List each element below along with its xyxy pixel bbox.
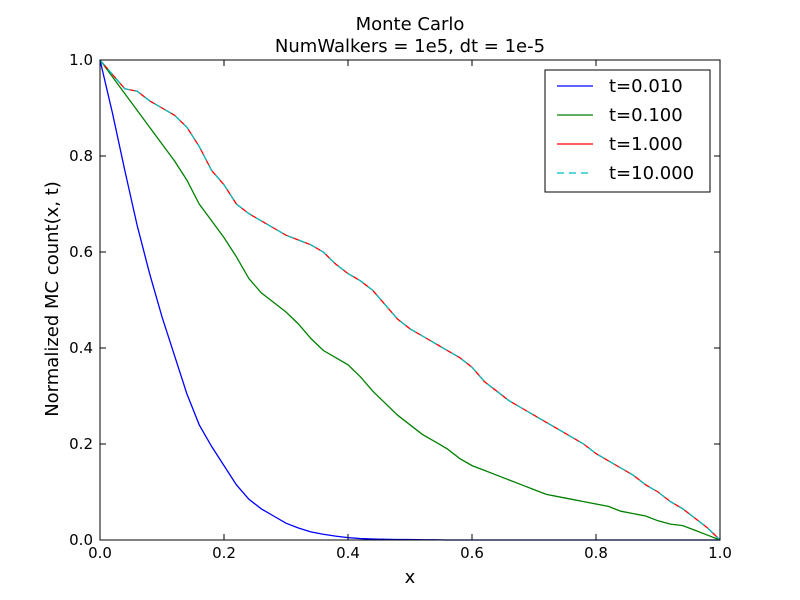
y-tick-label: 0.2 <box>69 435 93 453</box>
y-tick-label: 0.0 <box>69 531 93 549</box>
y-tick-label: 1.0 <box>69 51 93 69</box>
x-axis-label: x <box>405 567 416 588</box>
series-line-2 <box>99 59 721 541</box>
y-tick-label: 0.6 <box>69 243 93 261</box>
legend-label-4: t=10.000 <box>609 163 694 184</box>
plot-area <box>99 59 721 541</box>
x-tick-label: 0.6 <box>460 544 484 562</box>
y-tick-label: 0.4 <box>69 339 93 357</box>
axis-ticks: 0.0 0.2 0.4 0.6 0.8 1.0 0.0 0.2 0.4 0.6 0.8 1.0 <box>69 51 732 562</box>
legend-box <box>544 69 711 193</box>
plot-frame <box>99 59 721 541</box>
chart-title: Monte Carlo <box>356 14 465 35</box>
series-line-4 <box>99 59 721 541</box>
chart-subtitle: NumWalkers = 1e5, dt = 1e-5 <box>275 36 545 57</box>
legend-label-2: t=0.100 <box>609 105 683 126</box>
legend-label-3: t=1.000 <box>609 134 683 155</box>
legend-label-1: t=0.010 <box>609 76 683 97</box>
x-tick-label: 0.2 <box>212 544 236 562</box>
x-tick-label: 1.0 <box>708 544 732 562</box>
x-tick-label: 0.4 <box>336 544 360 562</box>
legend: t=0.010 t=0.100 t=1.000 t=10.000 <box>544 69 711 193</box>
y-axis-label: Normalized MC count(x, t) <box>42 181 63 417</box>
y-tick-label: 0.8 <box>69 147 93 165</box>
x-tick-label: 0.8 <box>584 544 608 562</box>
x-tick-label: 0.0 <box>88 544 112 562</box>
